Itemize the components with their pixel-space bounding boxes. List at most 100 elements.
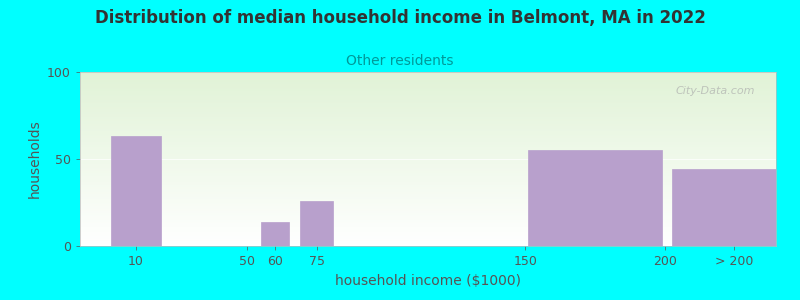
Bar — [80, 77, 776, 79]
Bar — [80, 121, 776, 122]
Bar — [80, 110, 776, 112]
Bar — [80, 241, 776, 242]
Bar — [80, 112, 776, 114]
Bar — [80, 116, 776, 117]
Bar — [80, 180, 776, 182]
Bar — [80, 98, 776, 100]
Bar — [80, 239, 776, 241]
Bar — [80, 122, 776, 124]
Bar — [80, 222, 776, 224]
Bar — [80, 93, 776, 94]
Bar — [80, 196, 776, 197]
Bar — [80, 161, 776, 163]
Bar — [80, 154, 776, 155]
Bar — [80, 202, 776, 204]
Bar — [80, 117, 776, 119]
Text: Other residents: Other residents — [346, 54, 454, 68]
Bar — [80, 234, 776, 236]
Bar — [80, 176, 776, 178]
Bar — [80, 119, 776, 121]
Bar — [80, 89, 776, 91]
Bar — [80, 143, 776, 145]
Bar — [80, 88, 776, 89]
Bar — [80, 237, 776, 239]
Bar — [80, 169, 776, 171]
Bar — [80, 102, 776, 103]
Bar — [80, 109, 776, 110]
Bar — [80, 103, 776, 105]
Bar — [80, 129, 776, 131]
Bar — [528, 150, 662, 246]
Bar — [80, 155, 776, 157]
Bar — [80, 105, 776, 107]
Bar — [80, 91, 776, 93]
Bar — [80, 208, 776, 209]
Bar — [80, 225, 776, 227]
Bar — [80, 229, 776, 230]
Bar — [80, 242, 776, 244]
Bar — [80, 152, 776, 154]
Bar — [80, 194, 776, 196]
Bar — [80, 124, 776, 126]
Bar — [80, 185, 776, 187]
Bar — [80, 236, 776, 237]
Bar — [80, 76, 776, 77]
Y-axis label: households: households — [27, 120, 42, 198]
Bar — [80, 140, 776, 142]
Bar — [80, 86, 776, 88]
Bar — [80, 216, 776, 218]
Bar — [80, 204, 776, 206]
Bar — [80, 213, 776, 215]
Bar — [110, 136, 161, 246]
Bar — [80, 182, 776, 183]
Bar — [80, 96, 776, 98]
Bar — [80, 230, 776, 232]
Bar — [80, 133, 776, 135]
Bar — [80, 142, 776, 143]
Bar — [80, 187, 776, 189]
Bar — [80, 128, 776, 129]
Bar — [261, 222, 289, 246]
Bar — [80, 150, 776, 152]
Bar — [80, 145, 776, 147]
Bar — [80, 166, 776, 168]
Bar — [80, 107, 776, 109]
Bar — [80, 215, 776, 216]
Bar — [80, 72, 776, 74]
Bar — [80, 192, 776, 194]
Text: Distribution of median household income in Belmont, MA in 2022: Distribution of median household income … — [94, 9, 706, 27]
Bar — [80, 232, 776, 234]
Bar — [80, 227, 776, 229]
Bar — [80, 197, 776, 199]
Bar — [80, 163, 776, 164]
Bar — [80, 171, 776, 173]
Bar — [80, 136, 776, 138]
Bar — [80, 94, 776, 96]
Bar — [80, 126, 776, 128]
Bar — [80, 183, 776, 185]
Bar — [80, 159, 776, 161]
Bar — [80, 164, 776, 166]
Bar — [80, 157, 776, 159]
Bar — [80, 175, 776, 176]
Bar — [80, 131, 776, 133]
Bar — [80, 82, 776, 84]
Bar — [80, 168, 776, 169]
Bar — [80, 178, 776, 180]
Bar — [80, 74, 776, 76]
Bar — [80, 209, 776, 211]
Bar — [80, 173, 776, 175]
Bar — [80, 138, 776, 140]
Bar — [80, 201, 776, 203]
Bar — [80, 114, 776, 116]
Bar — [80, 218, 776, 220]
Text: City-Data.com: City-Data.com — [676, 86, 755, 96]
Bar — [80, 190, 776, 192]
Bar — [80, 224, 776, 225]
Bar — [80, 81, 776, 82]
Bar — [80, 100, 776, 102]
Bar — [80, 84, 776, 86]
Bar — [80, 148, 776, 150]
Bar — [80, 189, 776, 190]
X-axis label: household income ($1000): household income ($1000) — [335, 274, 521, 288]
